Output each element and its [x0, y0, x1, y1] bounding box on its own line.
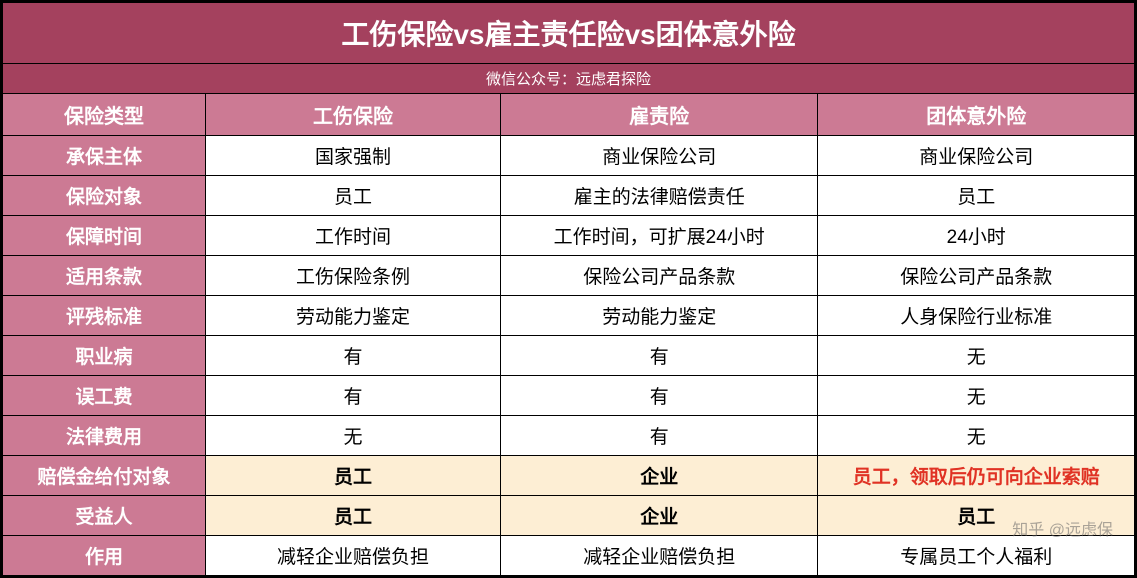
col-header-2: 雇责险: [500, 94, 818, 136]
table-cell: 24小时: [818, 216, 1136, 256]
table-subtitle: 微信公众号：远虑君探险: [2, 64, 1136, 94]
row-label: 受益人: [2, 496, 206, 536]
table-cell: 无: [818, 416, 1136, 456]
table-row: 受益人员工企业员工: [2, 496, 1136, 536]
table-cell: 工伤保险条例: [206, 256, 501, 296]
col-header-3: 团体意外险: [818, 94, 1136, 136]
table-title: 工伤保险vs雇主责任险vs团体意外险: [2, 2, 1136, 64]
row-label: 法律费用: [2, 416, 206, 456]
row-label: 适用条款: [2, 256, 206, 296]
table-cell: 员工: [818, 176, 1136, 216]
table-cell: 无: [818, 336, 1136, 376]
table-cell: 保险公司产品条款: [500, 256, 818, 296]
table-cell: 员工: [206, 456, 501, 496]
table-cell: 保险公司产品条款: [818, 256, 1136, 296]
row-label: 职业病: [2, 336, 206, 376]
subtitle-row: 微信公众号：远虑君探险: [2, 64, 1136, 94]
table-cell: 无: [206, 416, 501, 456]
table-cell: 国家强制: [206, 136, 501, 176]
table-cell: 有: [206, 376, 501, 416]
header-row: 保险类型 工伤保险 雇责险 团体意外险: [2, 94, 1136, 136]
table-cell: 雇主的法律赔偿责任: [500, 176, 818, 216]
comparison-table: 工伤保险vs雇主责任险vs团体意外险 微信公众号：远虑君探险 保险类型 工伤保险…: [0, 0, 1137, 578]
table-cell: 专属员工个人福利: [818, 536, 1136, 577]
table-row: 保障时间工作时间工作时间，可扩展24小时24小时: [2, 216, 1136, 256]
row-label: 赔偿金给付对象: [2, 456, 206, 496]
table-cell: 工作时间: [206, 216, 501, 256]
table-cell: 员工: [818, 496, 1136, 536]
table-row: 赔偿金给付对象员工企业员工，领取后仍可向企业索赔: [2, 456, 1136, 496]
table-row: 评残标准劳动能力鉴定劳动能力鉴定人身保险行业标准: [2, 296, 1136, 336]
table-row: 保险对象员工雇主的法律赔偿责任员工: [2, 176, 1136, 216]
table-cell: 有: [500, 376, 818, 416]
table-cell: 减轻企业赔偿负担: [500, 536, 818, 577]
table-cell: 劳动能力鉴定: [500, 296, 818, 336]
table-cell: 有: [500, 416, 818, 456]
table-row: 误工费有有无: [2, 376, 1136, 416]
table-cell: 人身保险行业标准: [818, 296, 1136, 336]
table-row: 适用条款工伤保险条例保险公司产品条款保险公司产品条款: [2, 256, 1136, 296]
table-cell: 企业: [500, 456, 818, 496]
table-cell: 劳动能力鉴定: [206, 296, 501, 336]
table-cell: 无: [818, 376, 1136, 416]
table-cell: 减轻企业赔偿负担: [206, 536, 501, 577]
row-label: 评残标准: [2, 296, 206, 336]
title-row: 工伤保险vs雇主责任险vs团体意外险: [2, 2, 1136, 64]
table-cell: 企业: [500, 496, 818, 536]
table-cell: 员工，领取后仍可向企业索赔: [818, 456, 1136, 496]
row-label: 作用: [2, 536, 206, 577]
row-label: 误工费: [2, 376, 206, 416]
table-cell: 商业保险公司: [818, 136, 1136, 176]
table-cell: 员工: [206, 176, 501, 216]
table-row: 承保主体国家强制商业保险公司商业保险公司: [2, 136, 1136, 176]
table-cell: 工作时间，可扩展24小时: [500, 216, 818, 256]
table-cell: 有: [500, 336, 818, 376]
table-cell: 有: [206, 336, 501, 376]
row-label: 保险对象: [2, 176, 206, 216]
row-label: 承保主体: [2, 136, 206, 176]
row-label: 保障时间: [2, 216, 206, 256]
col-header-0: 保险类型: [2, 94, 206, 136]
table-row: 职业病有有无: [2, 336, 1136, 376]
table-cell: 员工: [206, 496, 501, 536]
table-row: 作用减轻企业赔偿负担减轻企业赔偿负担专属员工个人福利: [2, 536, 1136, 577]
col-header-1: 工伤保险: [206, 94, 501, 136]
table-cell: 商业保险公司: [500, 136, 818, 176]
table-row: 法律费用无有无: [2, 416, 1136, 456]
